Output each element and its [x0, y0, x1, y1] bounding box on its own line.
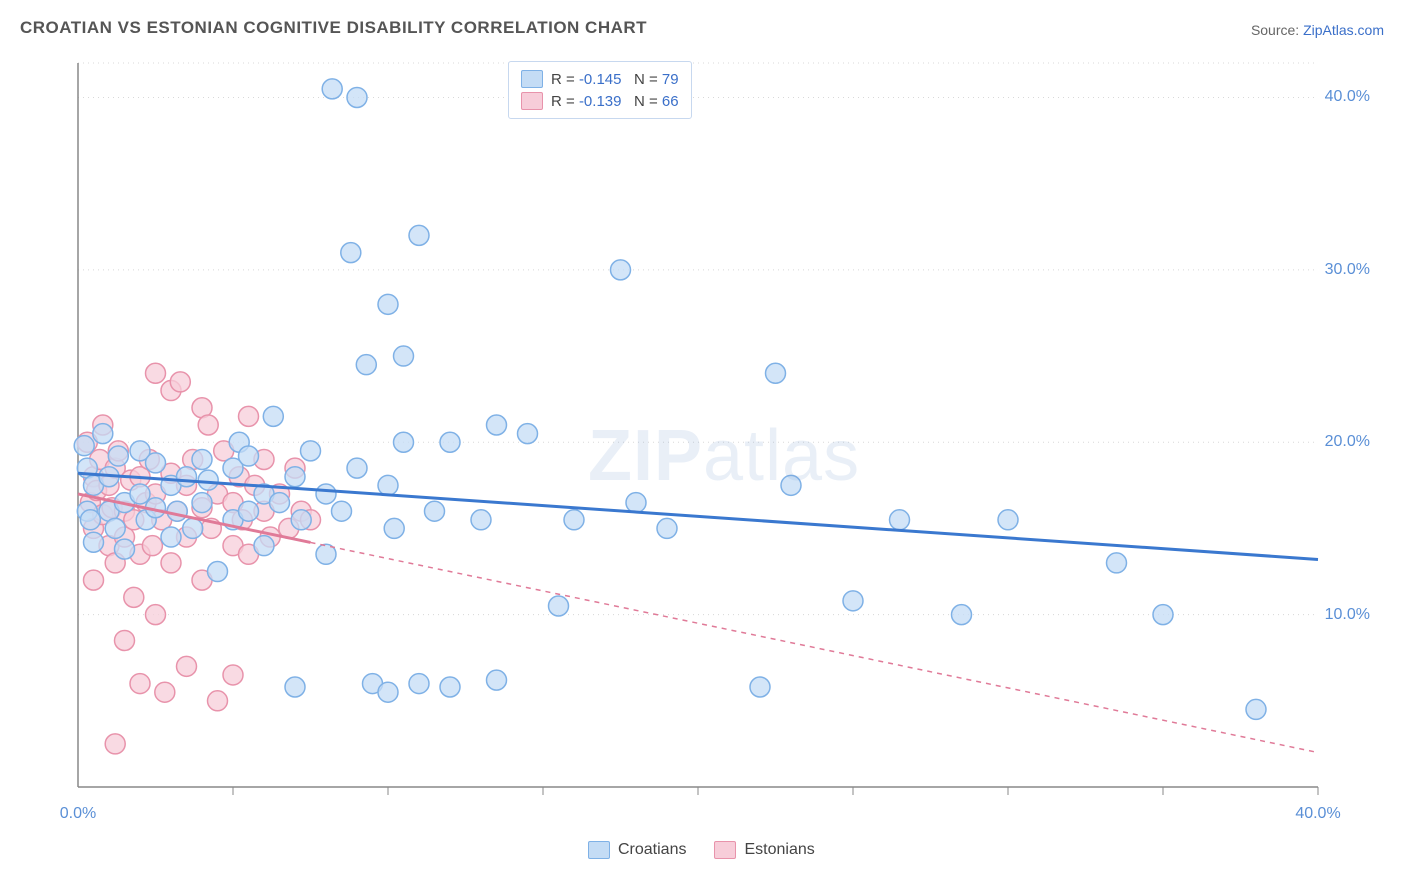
source-prefix: Source:	[1251, 22, 1303, 38]
y-tick-label: 20.0%	[1325, 433, 1370, 451]
legend-swatch	[588, 841, 610, 859]
x-tick-label: 40.0%	[1295, 805, 1340, 823]
chart-area: Cognitive Disability ZIPatlas 10.0%20.0%…	[28, 55, 1388, 855]
y-tick-label: 40.0%	[1325, 88, 1370, 106]
legend-stats-row: R = -0.145 N = 79	[521, 68, 679, 90]
y-tick-label: 10.0%	[1325, 606, 1370, 624]
scatter-plot-svg	[58, 55, 1378, 835]
legend-label: Croatians	[618, 841, 686, 859]
chart-container: CROATIAN VS ESTONIAN COGNITIVE DISABILIT…	[0, 0, 1406, 892]
legend-item: Croatians	[588, 841, 686, 859]
legend-label: Estonians	[744, 841, 814, 859]
source-attribution: Source: ZipAtlas.com	[1251, 22, 1384, 38]
legend-swatch	[521, 92, 543, 110]
legend-stats-box: R = -0.145 N = 79 R = -0.139 N = 66	[508, 61, 692, 119]
legend-item: Estonians	[714, 841, 814, 859]
legend-swatch	[521, 70, 543, 88]
legend-series: Croatians Estonians	[588, 841, 815, 859]
legend-stats-row: R = -0.139 N = 66	[521, 90, 679, 112]
legend-stats-text: R = -0.145 N = 79	[551, 71, 679, 88]
x-tick-label: 0.0%	[60, 805, 96, 823]
legend-stats-text: R = -0.139 N = 66	[551, 93, 679, 110]
y-tick-label: 30.0%	[1325, 261, 1370, 279]
chart-title: CROATIAN VS ESTONIAN COGNITIVE DISABILIT…	[20, 18, 647, 38]
source-link[interactable]: ZipAtlas.com	[1303, 22, 1384, 38]
legend-swatch	[714, 841, 736, 859]
